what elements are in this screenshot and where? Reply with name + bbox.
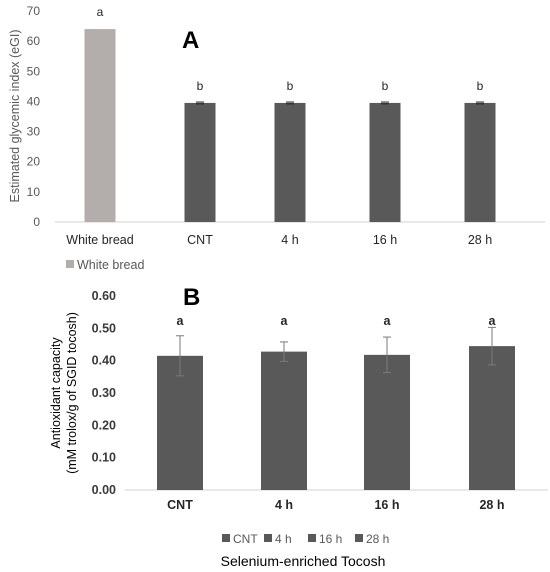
y-tick-label: 0.40 [92,354,116,368]
legend-swatch [222,534,230,542]
x-tick-label: 16 h [373,233,397,247]
y-axis-title: (mM trolox/g of SGID tocosh) [65,312,79,474]
significance-letter: a [97,5,104,19]
y-tick-label: 70 [27,4,41,18]
bar [274,102,306,222]
bar [369,102,401,222]
legend-label: CNT [233,532,258,546]
y-tick-label: 60 [27,34,41,48]
x-tick-label: CNT [167,498,193,512]
bar [184,102,216,222]
significance-letter: a [489,314,497,328]
y-axis-title: Estimated glycemic index (eGI) [8,30,22,203]
y-tick-label: 0 [33,215,40,229]
legend-swatch [308,534,316,542]
legend-label: 16 h [319,532,342,546]
bar [469,346,515,490]
y-tick-label: 40 [27,94,41,108]
y-tick-label: 0.10 [92,451,116,465]
legend-label: White bread [77,258,144,272]
y-tick-label: 10 [27,185,41,199]
legend-label: 4 h [275,532,292,546]
legend-label: 28 h [366,532,389,546]
x-tick-label: 4 h [281,233,298,247]
bar [84,29,116,223]
panel-label: B [183,284,200,311]
y-axis-title: Antioxidant capacity [49,337,63,449]
bar [464,102,496,222]
significance-letter: b [197,79,204,93]
bar [364,354,410,490]
significance-letter: b [382,79,389,93]
significance-letter: b [477,79,484,93]
significance-letter: a [384,314,392,328]
y-tick-label: 20 [27,155,41,169]
x-tick-label: CNT [187,233,213,247]
bar [157,355,203,490]
x-tick-label: 28 h [468,233,492,247]
legend-swatch [66,260,74,268]
y-tick-label: 50 [27,64,41,78]
y-tick-label: 0.00 [92,483,116,497]
significance-letter: a [281,314,289,328]
bar [261,351,307,490]
x-tick-label: 28 h [479,498,504,512]
x-axis-title: Selenium-enriched Tocosh [221,553,386,569]
y-tick-label: 0.30 [92,386,116,400]
x-tick-label: White bread [66,233,133,247]
panel-label: A [182,27,199,54]
y-tick-label: 30 [27,125,41,139]
legend-swatch [264,534,272,542]
significance-letter: b [287,79,294,93]
x-tick-label: 16 h [374,498,399,512]
y-tick-label: 0.60 [92,289,116,303]
y-tick-label: 0.20 [92,418,116,432]
legend-swatch [355,534,363,542]
x-tick-label: 4 h [275,498,293,512]
y-tick-label: 0.50 [92,321,116,335]
significance-letter: a [177,314,185,328]
